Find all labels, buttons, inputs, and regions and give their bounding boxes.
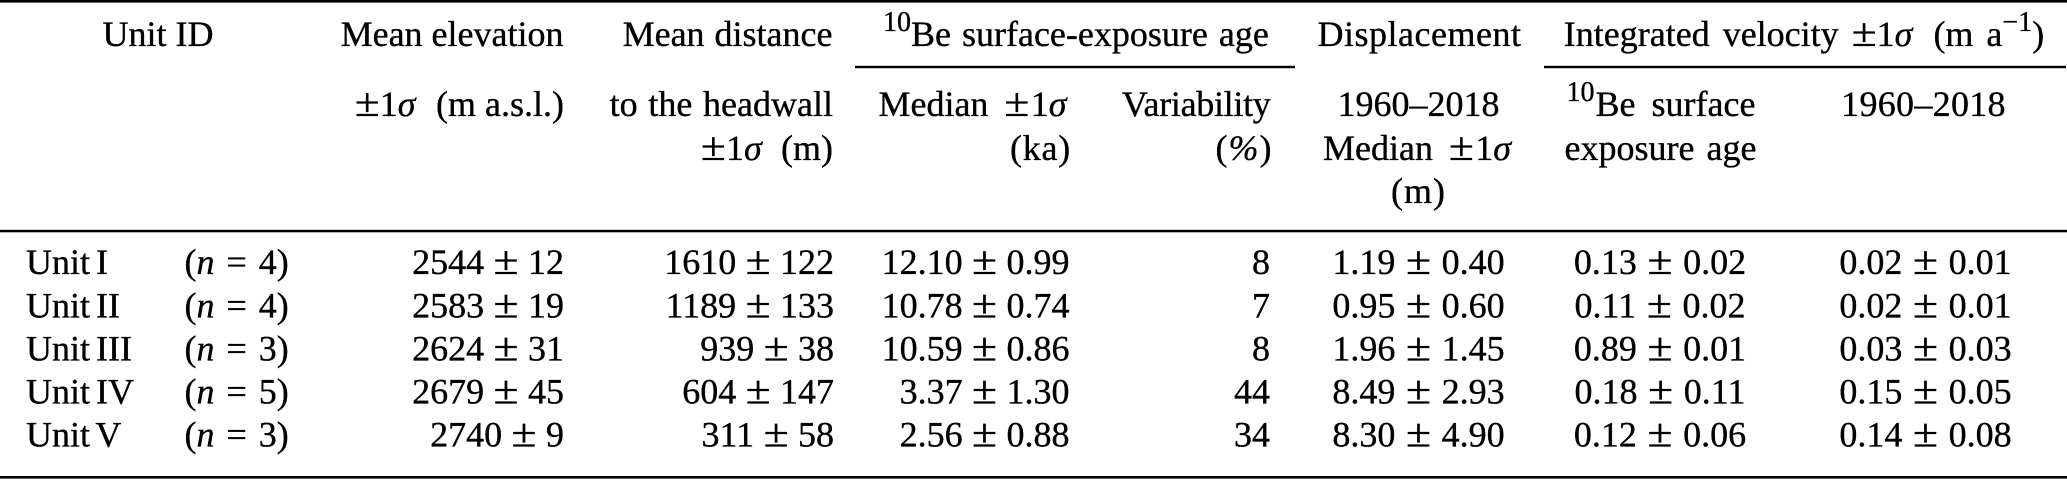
svg-text:Displacement: Displacement — [1318, 14, 1522, 54]
svg-text:8: 8 — [1252, 242, 1270, 282]
svg-text:Median ±1σ: Median ±1σ — [1323, 124, 1512, 169]
svg-text:0.03 ± 0.03: 0.03 ± 0.03 — [1839, 324, 2011, 369]
svg-text:2740 ± 9: 2740 ± 9 — [430, 411, 564, 456]
svg-text:exposure age: exposure age — [1565, 128, 1757, 168]
svg-text:Variability: Variability — [1122, 84, 1271, 124]
svg-text:Unit IV: Unit IV — [26, 372, 134, 412]
svg-text:44: 44 — [1234, 372, 1270, 412]
svg-text:8: 8 — [1252, 328, 1270, 368]
svg-text:0.02 ± 0.01: 0.02 ± 0.01 — [1839, 238, 2011, 283]
svg-text:0.11 ± 0.02: 0.11 ± 0.02 — [1575, 281, 1746, 326]
svg-text:(n = 3): (n = 3) — [185, 328, 289, 368]
svg-text:34: 34 — [1234, 415, 1270, 455]
svg-text:Unit ID: Unit ID — [103, 14, 214, 54]
svg-text:2.56 ± 0.88: 2.56 ± 0.88 — [900, 411, 1070, 456]
svg-text:Unit V: Unit V — [26, 415, 121, 455]
svg-text:1960–2018: 1960–2018 — [1841, 84, 2006, 124]
svg-text:Unit III: Unit III — [26, 328, 132, 368]
svg-text:0.02 ± 0.01: 0.02 ± 0.01 — [1839, 281, 2011, 326]
svg-text:604 ± 147: 604 ± 147 — [682, 368, 834, 413]
svg-text:(%): (%) — [1216, 128, 1273, 168]
svg-text:(m): (m) — [1391, 171, 1446, 211]
svg-text:(n = 3): (n = 3) — [185, 415, 289, 455]
svg-text:1.19 ± 0.40: 1.19 ± 0.40 — [1332, 238, 1504, 283]
svg-text:2583 ± 19: 2583 ± 19 — [412, 281, 564, 326]
svg-text:2544 ± 12: 2544 ± 12 — [412, 238, 564, 283]
svg-text:1.96 ± 1.45: 1.96 ± 1.45 — [1332, 324, 1504, 369]
svg-text:1189 ± 133: 1189 ± 133 — [666, 281, 834, 326]
svg-text:0.95 ± 0.60: 0.95 ± 0.60 — [1332, 281, 1504, 326]
svg-text:0.89 ± 0.01: 0.89 ± 0.01 — [1574, 324, 1746, 369]
svg-text:Mean distance: Mean distance — [623, 14, 833, 54]
svg-text:±1σ (m a.s.l.): ±1σ (m a.s.l.) — [355, 80, 564, 125]
svg-text:7: 7 — [1252, 285, 1270, 325]
svg-text:939 ± 38: 939 ± 38 — [700, 324, 834, 369]
svg-text:0.15 ± 0.05: 0.15 ± 0.05 — [1839, 368, 2011, 413]
svg-text:8.49 ± 2.93: 8.49 ± 2.93 — [1332, 368, 1504, 413]
svg-text:311 ± 58: 311 ± 58 — [702, 411, 834, 456]
svg-text:0.14 ± 0.08: 0.14 ± 0.08 — [1839, 411, 2011, 456]
svg-text:1610 ± 122: 1610 ± 122 — [664, 238, 834, 283]
svg-text:Median ±1σ: Median ±1σ — [878, 80, 1067, 125]
svg-text:0.13 ± 0.02: 0.13 ± 0.02 — [1574, 238, 1746, 283]
svg-text:Unit I: Unit I — [26, 242, 108, 282]
svg-text:Integrated velocity ±1σ (m a−1: Integrated velocity ±1σ (m a−1) — [1564, 7, 2044, 55]
svg-text:8.30 ± 4.90: 8.30 ± 4.90 — [1332, 411, 1504, 456]
svg-text:2679 ± 45: 2679 ± 45 — [412, 368, 564, 413]
svg-text:0.12 ± 0.06: 0.12 ± 0.06 — [1574, 411, 1746, 456]
svg-text:(n = 4): (n = 4) — [185, 242, 289, 282]
svg-text:2624 ± 31: 2624 ± 31 — [412, 324, 564, 369]
svg-text:(n = 5): (n = 5) — [185, 372, 289, 412]
svg-text:12.10 ± 0.99: 12.10 ± 0.99 — [882, 238, 1070, 283]
svg-text:1960–2018: 1960–2018 — [1338, 84, 1500, 124]
svg-text:to the headwall: to the headwall — [610, 84, 833, 124]
svg-text:Mean elevation: Mean elevation — [341, 14, 564, 54]
svg-text:10Be surface-exposure age: 10Be surface-exposure age — [883, 7, 1269, 54]
svg-text:Unit II: Unit II — [26, 285, 120, 325]
svg-text:10Be surface: 10Be surface — [1567, 77, 1756, 124]
svg-text:0.18 ± 0.11: 0.18 ± 0.11 — [1575, 368, 1746, 413]
svg-text:(n = 4): (n = 4) — [185, 285, 289, 325]
svg-text:±1σ (m): ±1σ (m) — [701, 124, 833, 169]
svg-text:(ka): (ka) — [1010, 128, 1071, 168]
svg-text:3.37 ± 1.30: 3.37 ± 1.30 — [900, 368, 1070, 413]
svg-text:10.78 ± 0.74: 10.78 ± 0.74 — [882, 281, 1070, 326]
svg-text:10.59 ± 0.86: 10.59 ± 0.86 — [882, 324, 1070, 369]
